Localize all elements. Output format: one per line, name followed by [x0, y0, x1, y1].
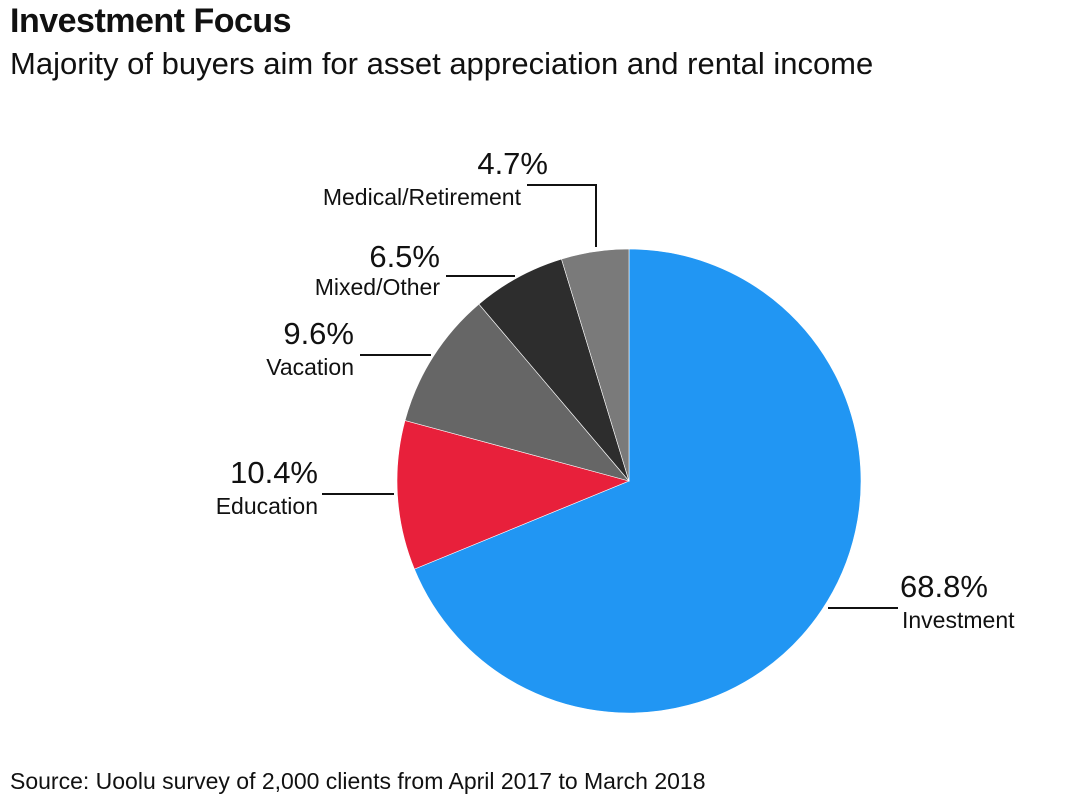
slice-category-label-mixed-other: Mixed/Other [315, 274, 441, 300]
chart-title: Investment Focus [10, 2, 292, 40]
slice-labels: 68.8% Investment 10.4% Education 9.6% Vacatio… [216, 146, 1015, 633]
pie-slice-investment [413, 248, 862, 714]
source-note: Source: Uoolu survey of 2,000 clients fr… [10, 768, 706, 794]
slice-value-label-vacation: 9.6% [283, 316, 354, 351]
leader-line-medical-retirement [527, 184, 597, 247]
pie-slice-education [396, 420, 630, 570]
slice-category-label-medical-retirement: Medical/Retirement [323, 184, 522, 210]
slice-category-label-education: Education [216, 493, 318, 519]
slice-value-label-medical-retirement: 4.7% [477, 146, 548, 181]
slice-value-label-mixed-other: 6.5% [369, 239, 440, 274]
slice-value-label-education: 10.4% [230, 455, 318, 490]
slice-category-label-vacation: Vacation [266, 354, 354, 380]
chart-subtitle: Majority of buyers aim for asset appreci… [10, 46, 874, 81]
label-leader-lines [322, 184, 898, 609]
pie-slice-vacation [404, 303, 630, 482]
pie-slices [396, 248, 862, 714]
pie-slice-medical-retirement [561, 248, 630, 482]
slice-category-label-investment: Investment [902, 607, 1015, 633]
slice-value-label-investment: 68.8% [900, 569, 988, 604]
